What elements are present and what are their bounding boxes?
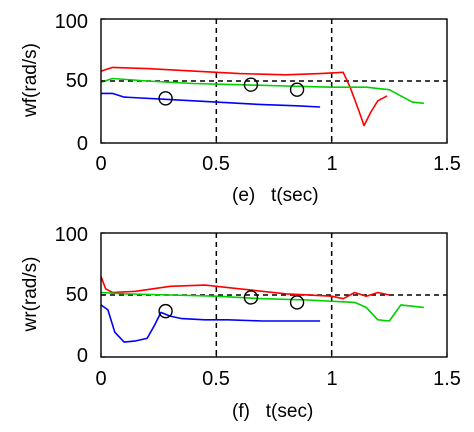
panel-f-ylabel: wr(rad/s) — [20, 257, 41, 333]
panel-f-xtick-1: 1 — [326, 368, 337, 390]
panel-f-xtick-0.5: 0.5 — [202, 368, 230, 390]
panel-f-ytick-50: 50 — [66, 284, 88, 306]
panel-f-ytick-0: 0 — [77, 345, 88, 367]
panel-e: 100 50 0 0 0.5 1 1.5 (e) t(sec) wf(rad/s… — [20, 11, 461, 206]
panel-e-marker-1 — [243, 77, 259, 92]
panel-f-marker-0 — [158, 303, 173, 319]
panel-f-series-0-line — [100, 276, 390, 300]
panel-e-caption: (e) t(sec) — [232, 185, 319, 206]
panel-e-marker-2 — [289, 82, 305, 97]
panel-f-xtick-0: 0 — [95, 368, 106, 390]
panel-e-xtick-1.5: 1.5 — [433, 153, 461, 175]
panel-e-ylabel: wf(rad/s) — [20, 43, 41, 118]
panel-f-marker-2 — [289, 295, 305, 310]
panel-e-xtick-0.5: 0.5 — [202, 153, 230, 175]
panel-e-ytick-0: 0 — [77, 133, 88, 155]
panel-f-series-1-line — [100, 291, 424, 322]
panel-e-xtick-1: 1 — [326, 153, 337, 175]
panel-e-ytick-100: 100 — [55, 11, 88, 33]
panel-f-ytick-100: 100 — [55, 224, 88, 246]
panel-f-series-2-line — [100, 304, 321, 343]
panel-e-xtick-0: 0 — [95, 153, 106, 175]
panel-f-xtick-1.5: 1.5 — [433, 368, 461, 390]
panel-f-plot-area — [100, 232, 448, 358]
panel-e-marker-0 — [158, 91, 173, 106]
panel-e-plot-area — [100, 18, 448, 144]
panel-e-series-0-line — [100, 66, 388, 127]
panel-f-marker-1 — [243, 290, 259, 305]
panel-e-series-2-line — [101, 92, 321, 108]
panel-f: 100 50 0 0 0.5 1 1.5 (f) t(sec) wr(rad/s… — [20, 224, 461, 422]
panel-e-ytick-50: 50 — [66, 70, 88, 92]
panel-f-caption: (f) t(sec) — [232, 401, 313, 422]
panel-e-series-1-line — [100, 77, 424, 105]
